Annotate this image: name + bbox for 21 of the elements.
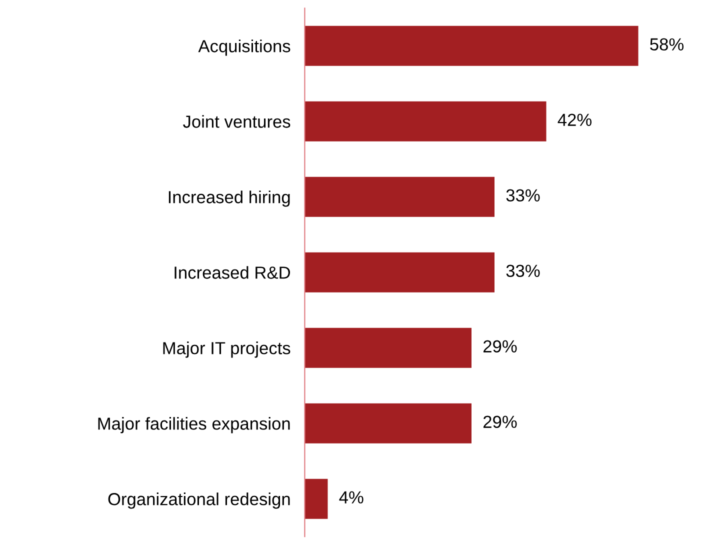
bar [304, 328, 472, 368]
bar [304, 101, 546, 142]
data-label: 42% [558, 114, 592, 126]
data-label: 33% [506, 264, 540, 278]
y-tick-label: Joint ventures [183, 115, 290, 128]
y-tick-label: Major facilities expansion [98, 417, 290, 434]
y-tick-label: Major IT projects [163, 342, 290, 358]
y-tick-label: Organizational redesign [108, 492, 290, 509]
data-label: 58% [650, 38, 684, 51]
data-label: 33% [506, 189, 540, 202]
data-label: 4% [339, 491, 364, 504]
bar [304, 252, 495, 292]
y-tick-label: Acquisitions [198, 40, 290, 56]
y-tick-label: Increased hiring [168, 190, 290, 207]
data-label: 29% [483, 340, 517, 353]
y-tick-label: Increased R&D [174, 266, 290, 279]
bar [304, 176, 495, 217]
data-label: 29% [483, 416, 517, 428]
bar [304, 403, 472, 444]
bar [304, 26, 638, 66]
bar [304, 478, 328, 519]
